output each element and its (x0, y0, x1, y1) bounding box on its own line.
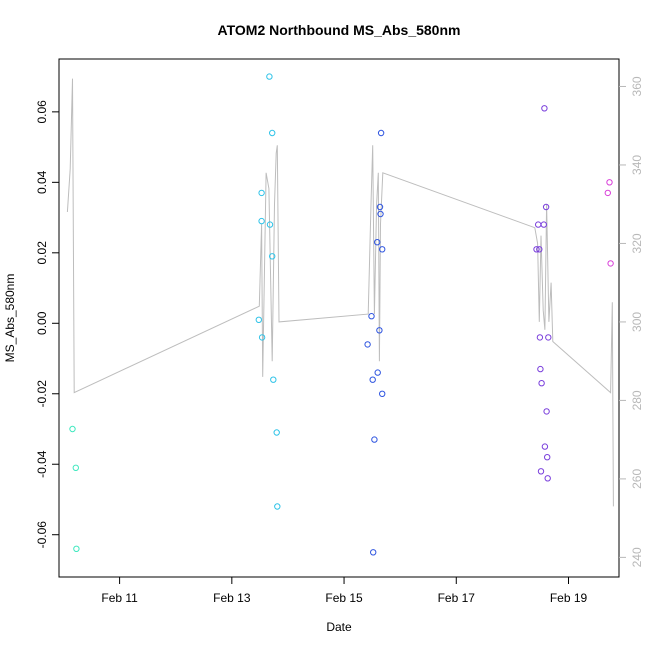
data-point (541, 443, 549, 450)
x-axis-label: Date (326, 620, 352, 634)
data-point (544, 454, 551, 461)
y-axis-label: MS_Abs_580nm (3, 274, 17, 363)
x-tick-label: Feb 15 (325, 591, 363, 605)
chart-title: ATOM2 Northbound MS_Abs_580nm (218, 22, 461, 38)
x-tick-label: Feb 19 (550, 591, 588, 605)
data-point (604, 189, 611, 197)
data-point (371, 436, 378, 443)
series-layer (66, 78, 614, 507)
y-tick-label: 0.00 (35, 311, 49, 335)
y2-tick-label: 340 (630, 155, 644, 175)
data-point (270, 376, 277, 383)
y2-axis: 240 260 280 300 320 340 360 (619, 76, 644, 567)
data-point (606, 179, 613, 186)
data-point (266, 73, 273, 80)
data-point (537, 468, 545, 475)
data-point (542, 203, 550, 211)
points-layer (69, 73, 614, 556)
data-point (72, 464, 80, 471)
data-point (266, 221, 274, 228)
y2-tick-label: 280 (630, 390, 644, 410)
data-point (545, 334, 552, 341)
data-point (255, 316, 262, 323)
data-point (273, 429, 280, 436)
data-point (368, 313, 375, 320)
y-tick-label: 0.02 (35, 241, 49, 265)
data-point (376, 327, 383, 334)
y2-tick-label: 260 (630, 469, 644, 489)
data-point (536, 334, 544, 341)
y2-tick-label: 300 (630, 312, 644, 332)
x-tick-label: Feb 11 (101, 591, 138, 605)
data-point (535, 221, 542, 228)
data-point (374, 239, 381, 246)
data-point (274, 503, 281, 510)
data-point (370, 549, 377, 556)
y2-tick-label: 360 (630, 76, 644, 96)
data-point (369, 376, 376, 383)
data-point (364, 341, 371, 348)
data-point (379, 246, 386, 253)
x-tick-label: Feb 13 (213, 591, 251, 605)
plot-frame (58, 58, 620, 578)
data-point (269, 253, 276, 260)
data-point (537, 365, 544, 373)
data-point (607, 260, 614, 267)
data-point (374, 369, 381, 376)
x-axis: Feb 11 Feb 13 Feb 15 Feb 17 Feb 19 (101, 577, 588, 605)
y2-tick-label: 320 (630, 233, 644, 253)
data-point (73, 545, 80, 552)
y-tick-label: -0.06 (35, 521, 49, 549)
y-axis: -0.06 -0.04 -0.02 0.00 0.02 0.04 0.06 (35, 100, 59, 549)
data-point (376, 203, 384, 211)
data-point (536, 246, 543, 253)
y2-tick-label: 240 (630, 547, 644, 567)
data-point (377, 210, 384, 218)
y-tick-label: -0.04 (35, 450, 49, 478)
data-point (379, 390, 386, 397)
y-tick-label: -0.02 (35, 380, 49, 408)
data-point (533, 246, 540, 253)
data-point (540, 221, 547, 228)
data-point (69, 425, 76, 433)
x-tick-label: Feb 17 (438, 591, 476, 605)
data-point (544, 475, 551, 482)
y-tick-label: 0.06 (35, 100, 49, 124)
data-point (269, 129, 276, 137)
data-point (258, 334, 266, 341)
y-tick-label: 0.04 (35, 170, 49, 194)
data-point (258, 189, 265, 197)
data-point (541, 105, 548, 112)
data-point (258, 217, 265, 225)
series-line-secondary-axis-trace (66, 78, 614, 507)
data-point (543, 408, 550, 415)
data-point (538, 380, 545, 387)
data-point (377, 129, 385, 137)
